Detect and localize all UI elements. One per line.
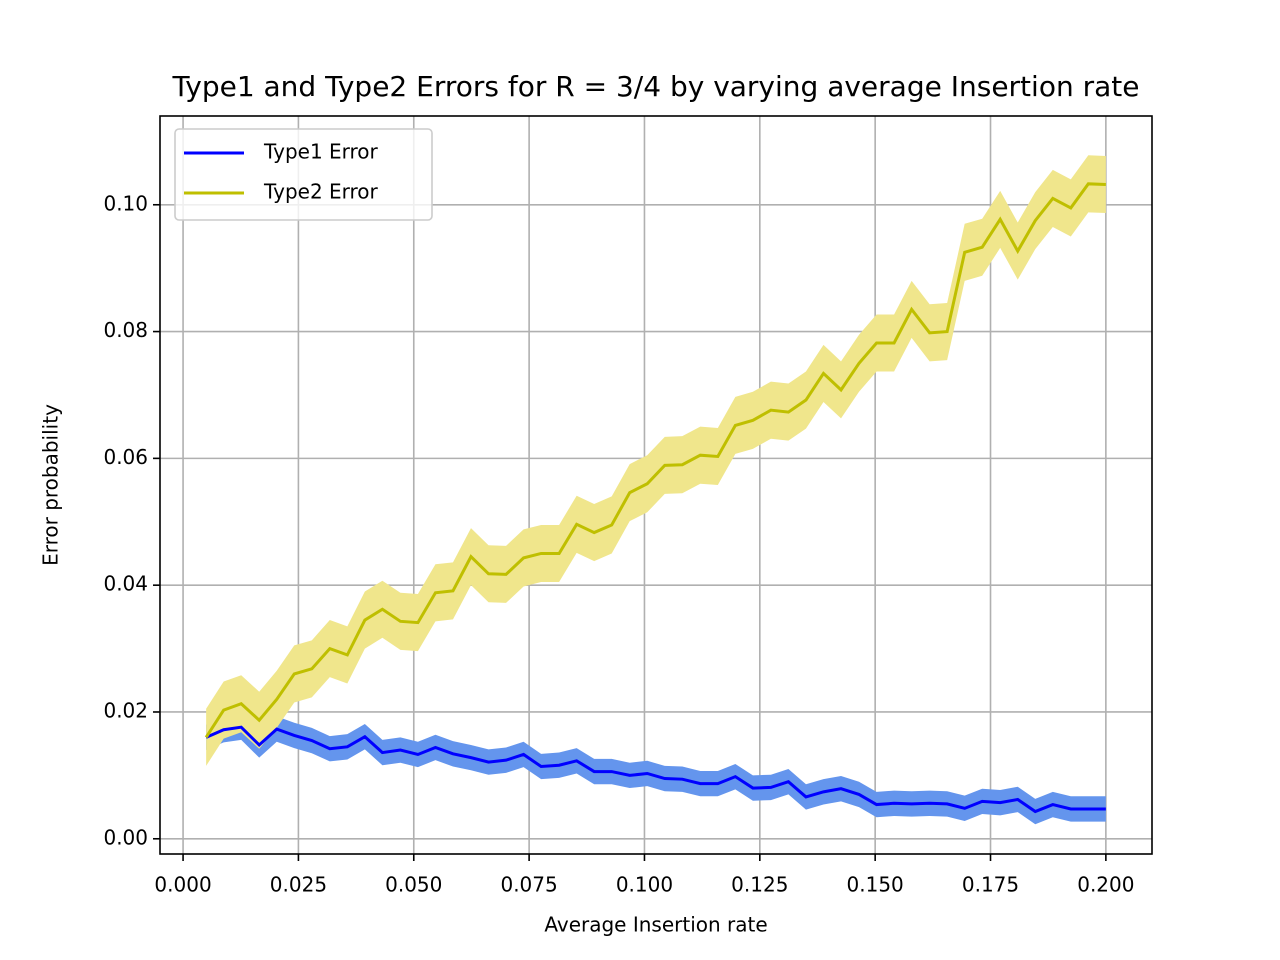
x-tick-label: 0.150 [847, 873, 904, 897]
y-tick-label: 0.06 [103, 445, 148, 469]
x-tick-label: 0.000 [154, 873, 211, 897]
x-axis-label: Average Insertion rate [544, 913, 767, 937]
legend-label: Type1 Error [263, 140, 379, 164]
error-band [206, 714, 1106, 825]
plot-frame [159, 115, 1153, 855]
legend: Type1 Error Type2 Error [174, 128, 433, 221]
x-tick-label: 0.050 [385, 873, 442, 897]
y-tick-label: 0.04 [103, 572, 148, 596]
series-line [204, 182, 1106, 739]
y-tick-label: 0.10 [103, 191, 148, 215]
legend-label: Type2 Error [263, 180, 379, 204]
x-tick-label: 0.125 [731, 873, 788, 897]
y-tick-label: 0.02 [103, 698, 148, 722]
error-band [206, 155, 1106, 766]
series-line [205, 725, 1106, 814]
y-tick-label: 0.00 [103, 825, 148, 849]
chart-title: Type1 and Type2 Errors for R = 3/4 by va… [172, 70, 1140, 103]
x-tick-label: 0.175 [962, 873, 1019, 897]
x-tick-label: 0.025 [270, 873, 327, 897]
y-axis-label: Error probability [39, 404, 63, 566]
x-tick-label: 0.075 [500, 873, 557, 897]
x-tick-label: 0.200 [1077, 873, 1134, 897]
x-tick-label: 0.100 [616, 873, 673, 897]
y-tick-label: 0.08 [103, 318, 148, 342]
